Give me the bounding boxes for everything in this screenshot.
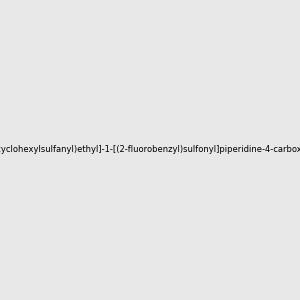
Text: N-[2-(cyclohexylsulfanyl)ethyl]-1-[(2-fluorobenzyl)sulfonyl]piperidine-4-carboxa: N-[2-(cyclohexylsulfanyl)ethyl]-1-[(2-fl…: [0, 146, 300, 154]
